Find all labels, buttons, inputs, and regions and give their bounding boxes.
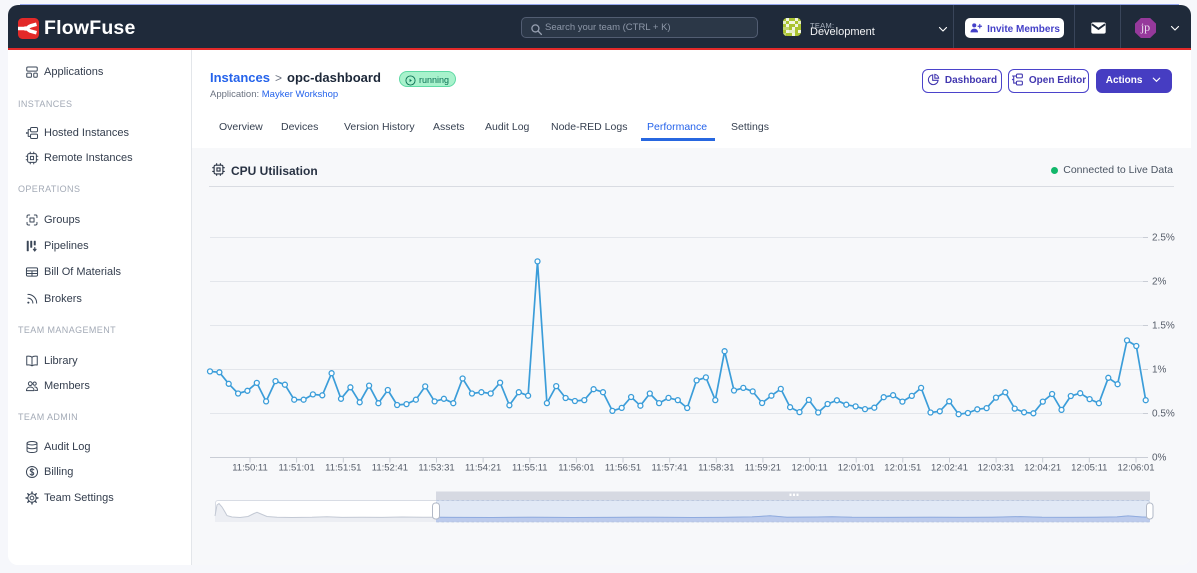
svg-text:11:58:31: 11:58:31 <box>698 463 734 474</box>
svg-text:0%: 0% <box>1152 453 1167 464</box>
svg-text:11:51:51: 11:51:51 <box>325 463 361 474</box>
svg-text:12:05:11: 12:05:11 <box>1071 463 1107 474</box>
svg-text:12:04:21: 12:04:21 <box>1024 463 1061 474</box>
svg-text:11:54:21: 11:54:21 <box>465 463 501 474</box>
svg-text:2%: 2% <box>1152 277 1167 288</box>
svg-text:11:59:21: 11:59:21 <box>745 463 781 474</box>
svg-text:0.5%: 0.5% <box>1152 409 1175 420</box>
svg-text:2.5%: 2.5% <box>1152 233 1175 244</box>
svg-text:12:03:31: 12:03:31 <box>978 463 1015 474</box>
svg-text:11:56:01: 11:56:01 <box>558 463 594 474</box>
svg-text:11:51:01: 11:51:01 <box>278 463 314 474</box>
svg-text:11:55:11: 11:55:11 <box>512 463 548 474</box>
svg-text:12:01:51: 12:01:51 <box>884 463 921 474</box>
svg-text:11:50:11: 11:50:11 <box>232 463 268 474</box>
svg-text:1.5%: 1.5% <box>1152 321 1175 332</box>
svg-text:12:00:11: 12:00:11 <box>791 463 827 474</box>
svg-text:12:02:41: 12:02:41 <box>931 463 968 474</box>
svg-text:11:56:51: 11:56:51 <box>605 463 641 474</box>
svg-text:11:52:41: 11:52:41 <box>372 463 408 474</box>
svg-text:11:53:31: 11:53:31 <box>418 463 454 474</box>
svg-text:12:01:01: 12:01:01 <box>838 463 875 474</box>
svg-text:11:57:41: 11:57:41 <box>652 463 688 474</box>
svg-text:1%: 1% <box>1152 365 1167 376</box>
svg-text:12:06:01: 12:06:01 <box>1118 463 1155 474</box>
